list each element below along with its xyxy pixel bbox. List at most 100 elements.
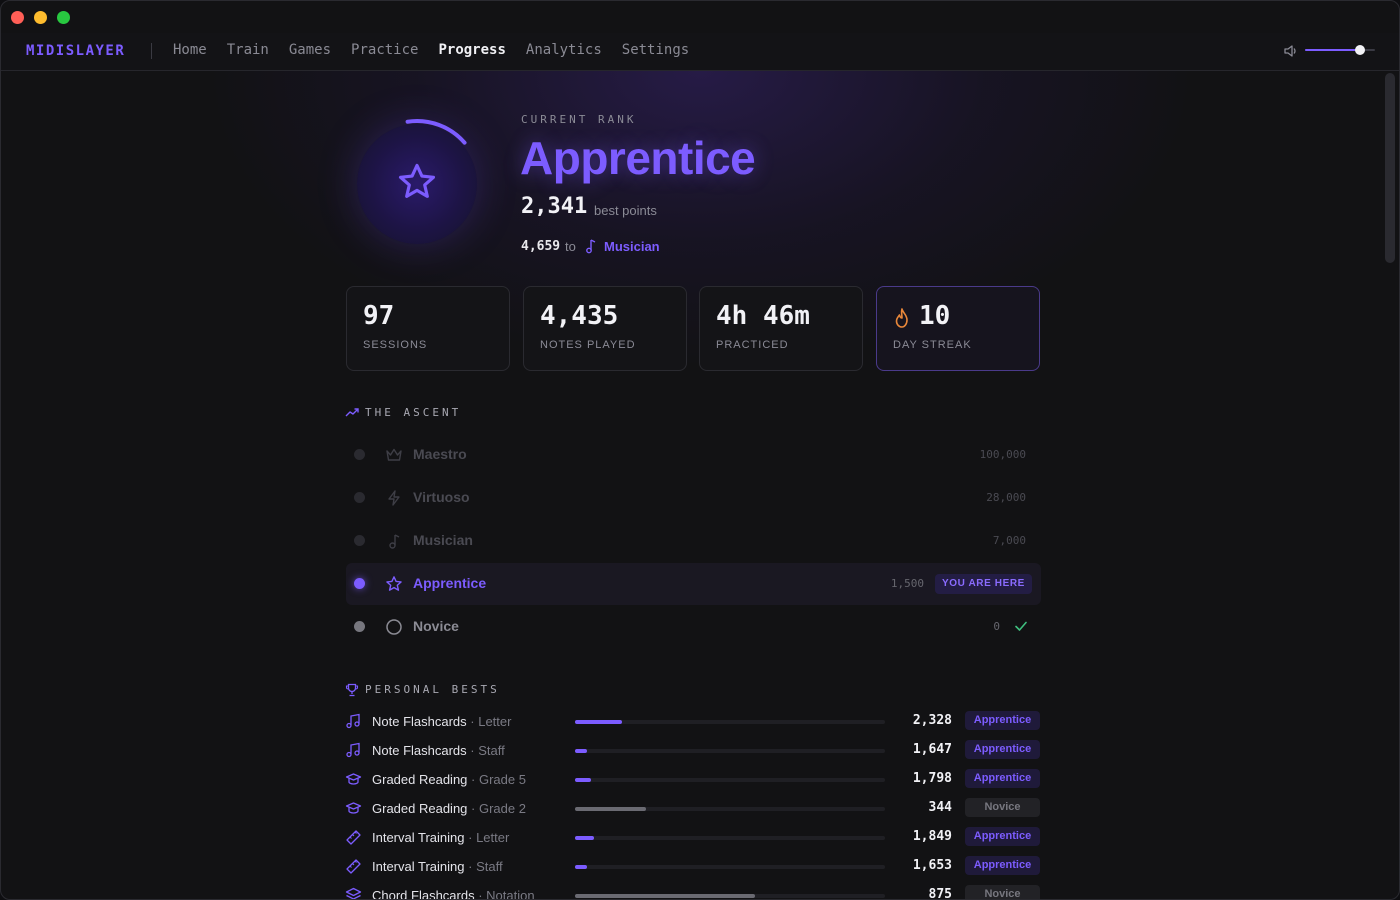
personal-best-row[interactable]: Interval Training · Letter 1,849 Apprent… [345,823,1045,852]
personal-best-row[interactable]: Note Flashcards · Staff 1,647 Apprentice [345,736,1045,765]
stat-label: SESSIONS [363,339,428,351]
music-note-icon [389,534,400,549]
current-rank-name: Apprentice [520,132,756,184]
rank-points: 100,000 [979,448,1026,461]
star-icon [398,163,436,198]
game-mode: Letter [478,714,512,729]
rank-badge: Apprentice [965,740,1040,759]
circle-icon [386,619,402,635]
rank-points: 1,500 [890,577,924,590]
stat-value: 97 [363,301,395,331]
game-title: Note Flashcards [372,743,467,758]
score-progress-fill [575,778,591,782]
game-mode: Grade 5 [478,772,526,787]
best-score: 344 [928,800,952,815]
music-notes-icon [346,713,360,729]
nav-link-home[interactable]: Home [173,42,207,58]
personal-best-row[interactable]: Graded Reading · Grade 2 344 Novice [345,794,1045,823]
maximize-window-button[interactable] [57,11,70,24]
ascent-row-apprentice: Apprentice 1,500 YOU ARE HERE [346,563,1041,605]
nav-link-settings[interactable]: Settings [621,42,690,58]
rank-badge: Apprentice [965,827,1040,846]
brand-logo[interactable]: MIDISLAYER [26,43,126,59]
game-name: Note Flashcards · Letter [372,714,512,729]
rank-points: 0 [993,620,1000,633]
score-progress-fill [575,807,647,811]
scrollbar-thumb[interactable] [1385,73,1395,263]
nav-link-progress[interactable]: Progress [438,42,506,58]
score-progress-bar [575,836,885,840]
volume-icon[interactable] [1283,44,1299,58]
ascent-row-virtuoso: Virtuoso 28,000 [346,477,1041,519]
nav-link-analytics[interactable]: Analytics [525,42,602,58]
ascent-row-novice: Novice 0 [346,606,1041,648]
bolt-icon [388,490,400,506]
personal-best-row[interactable]: Chord Flashcards · Notation 875 Novice [345,881,1045,900]
rank-name: Musician [413,532,473,548]
game-name: Interval Training · Staff [372,859,503,874]
rank-points: 7,000 [992,534,1026,547]
music-note-icon [586,239,596,254]
game-name: Note Flashcards · Staff [372,743,505,758]
ruler-icon [346,830,361,845]
game-mode: Staff [476,859,503,874]
game-mode: Letter [476,830,510,845]
stat-label: DAY STREAK [893,339,972,351]
nav-links: Home Train Games Practice Progress Analy… [173,42,689,58]
volume-slider-fill [1305,49,1360,51]
stat-card-notes-played: 4,435 NOTES PLAYED [523,286,687,371]
nav-link-train[interactable]: Train [226,42,269,58]
you-are-here-badge: YOU ARE HERE [935,574,1032,594]
volume-slider-knob[interactable] [1354,45,1365,55]
game-name: Chord Flashcards · Notation [372,888,535,899]
rank-name: Novice [413,618,459,634]
flame-icon [895,308,908,328]
best-score: 1,798 [912,771,952,786]
rank-dot-current [354,578,365,589]
nav-link-practice[interactable]: Practice [351,42,419,58]
rank-progress-ring [405,119,467,145]
star-icon [386,576,402,591]
score-progress-bar [575,807,885,811]
rank-badge: Apprentice [965,769,1040,788]
personal-best-row[interactable]: Interval Training · Staff 1,653 Apprenti… [345,852,1045,881]
best-points-value: 2,341 [521,194,588,219]
layers-icon [345,887,362,899]
close-window-button[interactable] [11,11,24,24]
best-score: 1,849 [912,829,952,844]
game-name: Graded Reading · Grade 2 [372,801,526,816]
best-score: 1,647 [912,742,952,757]
best-points-label: best points [594,203,657,218]
rank-name: Apprentice [413,575,487,591]
best-score: 875 [928,887,952,900]
music-notes-icon [346,742,360,758]
crown-icon [386,448,402,461]
personal-best-row[interactable]: Note Flashcards · Letter 2,328 Apprentic… [345,707,1045,736]
personal-best-row[interactable]: Graded Reading · Grade 5 1,798 Apprentic… [345,765,1045,794]
personal-bests-title: PERSONAL BESTS [365,683,500,696]
nav-link-games[interactable]: Games [288,42,332,58]
game-title: Interval Training [372,830,465,845]
graduation-cap-icon [345,802,362,814]
rank-name: Virtuoso [413,489,470,505]
minimize-window-button[interactable] [34,11,47,24]
graduation-cap-icon [345,773,362,785]
rank-badge: Novice [965,885,1040,899]
points-to-next-rank: 4,659 [521,239,561,254]
game-mode: Staff [478,743,505,758]
to-label: to [565,239,576,254]
nav-divider [151,43,152,59]
ruler-icon [346,859,361,874]
stat-card-day-streak: 10 DAY STREAK [876,286,1040,371]
ascent-row-musician: Musician 7,000 [346,520,1041,562]
rank-dot-completed [354,621,365,632]
rank-badge: Novice [965,798,1040,817]
score-progress-bar [575,894,885,898]
score-progress-fill [575,720,622,724]
volume-slider[interactable] [1305,45,1375,55]
ascent-section-title: THE ASCENT [365,406,462,419]
rank-name: Maestro [413,446,467,462]
rank-badge: Apprentice [965,856,1040,875]
rank-dot [354,449,365,460]
